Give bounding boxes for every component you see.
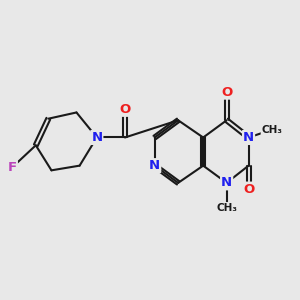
Text: N: N xyxy=(91,131,102,144)
Text: N: N xyxy=(149,159,160,172)
Text: O: O xyxy=(243,183,254,196)
Text: N: N xyxy=(221,176,232,189)
Text: CH₃: CH₃ xyxy=(216,203,237,213)
Text: O: O xyxy=(221,85,232,99)
Text: CH₃: CH₃ xyxy=(262,125,283,135)
Text: F: F xyxy=(8,161,17,174)
Text: N: N xyxy=(243,131,254,144)
Text: O: O xyxy=(119,103,130,116)
